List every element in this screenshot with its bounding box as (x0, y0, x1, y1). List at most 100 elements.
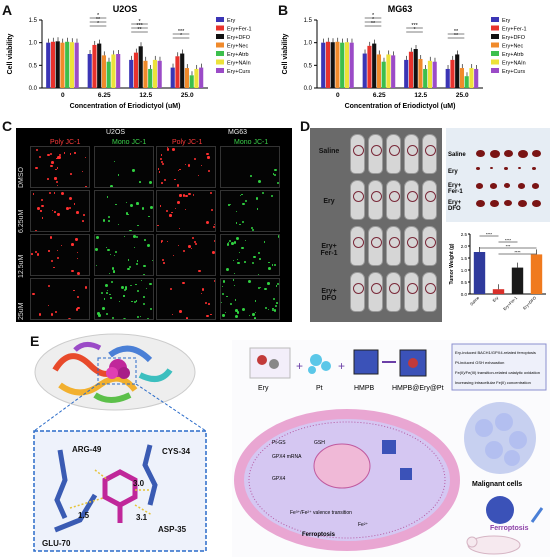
bar (321, 42, 326, 88)
fluorescence-spot (151, 259, 153, 261)
fluorescence-spot (123, 295, 125, 297)
fluorescence-spot (130, 300, 133, 303)
fluorescence-spot (255, 318, 257, 319)
fluorescence-spot (74, 152, 76, 154)
y-tick-label: 0.0 (461, 292, 468, 297)
tumor-outline (371, 237, 382, 248)
fluorescence-spot (112, 270, 116, 274)
fluorescence-spot (57, 213, 60, 216)
fluorescence-spot (34, 250, 38, 254)
excised-tumor (476, 150, 485, 158)
fluorescence-spot (147, 317, 150, 319)
fluorescence-spot (276, 282, 279, 286)
fluorescence-spot (54, 211, 56, 213)
excised-tumor (532, 200, 541, 208)
fluorescence-spot (105, 312, 108, 315)
fluorescence-spot (71, 269, 74, 273)
bar (372, 43, 377, 88)
excised-tumor (532, 167, 536, 171)
fluorescence-spot (230, 242, 234, 246)
fluorescence-spot (235, 299, 237, 301)
fluorescence-spot (125, 212, 129, 215)
micrograph-cell (94, 278, 154, 320)
fluorescence-spot (271, 264, 274, 266)
fluorescence-spot (73, 290, 75, 292)
fluorescence-spot (130, 284, 132, 286)
fluorescence-spot (129, 229, 132, 231)
mouse-photo (368, 226, 383, 266)
mouse-photo-panel: Saline Ery Ery+ Fer-1 Ery+ DFO (310, 128, 442, 322)
mechanism-schematic: Ery + Pt + HMPB HMPB@Ery@Pt Ery-induced … (232, 340, 550, 557)
fluorescence-spot (122, 318, 126, 319)
fluorescence-spot (127, 267, 130, 270)
mouse-photo (422, 180, 437, 220)
fluorescence-spot (69, 197, 73, 201)
micrograph-cell (30, 146, 90, 188)
fluorescence-spot (235, 210, 237, 212)
legend-label: Ery+NAIn (502, 61, 526, 67)
fluorescence-spot (55, 169, 57, 171)
bar (408, 51, 414, 88)
fluorescence-spot (200, 292, 202, 295)
label-fe2: Fe²⁺ (358, 522, 369, 528)
fluorescence-spot (158, 168, 160, 170)
fluorescence-spot (56, 250, 59, 252)
fluorescence-spot (253, 317, 257, 319)
label-ferroptosis-mouse: Ferroptosis (490, 525, 529, 532)
fluorescence-spot (103, 298, 106, 300)
significance-label: * (180, 33, 183, 39)
fluorescence-spot (177, 245, 180, 247)
fluorescence-spot (132, 235, 136, 239)
tumor-row-ery: Ery (448, 169, 458, 175)
fluorescence-spot (273, 263, 277, 267)
mouse-photo (368, 180, 383, 220)
significance-label: **** (514, 250, 521, 255)
excised-tumor (504, 150, 513, 158)
bar (55, 41, 60, 88)
fluorescence-spot (242, 202, 245, 206)
fluorescence-spot (258, 252, 261, 255)
label-ferroptosis-cell: Ferroptosis (302, 532, 336, 538)
legend-label: Ery+Curs (502, 69, 525, 75)
row-label-12-5: 12.5uM (18, 254, 25, 278)
fluorescence-spot (185, 317, 188, 319)
fluorescence-spot (105, 283, 109, 287)
fluorescence-spot (40, 199, 44, 202)
bar (413, 49, 418, 88)
significance-label: * (372, 13, 375, 19)
mechanism-2: Pt-induced GSH exhaustion (455, 360, 504, 365)
significance-label: *** (506, 244, 511, 249)
fluorescence-spot (200, 165, 202, 167)
fluorescence-spot (256, 208, 259, 210)
fluorescence-spot (174, 178, 176, 181)
bar (175, 56, 180, 88)
fluorescence-spot (273, 174, 276, 177)
tumor-outline (353, 145, 364, 156)
fluorescence-spot (108, 216, 111, 219)
fluorescence-spot (102, 219, 105, 222)
fluorescence-spot (232, 279, 235, 281)
fluorescence-spot (47, 178, 50, 181)
tumor-outline (371, 283, 382, 294)
tumor-row-dfo: Ery+ DFO (448, 200, 462, 212)
tumor-row-fer1: Ery+ Fer-1 (448, 183, 463, 195)
significance-label: ** (454, 29, 459, 35)
channel-label-mono-u2os: Mono JC-1 (112, 139, 147, 146)
x-tick-label: 0 (61, 92, 65, 99)
fluorescence-spot (222, 314, 225, 317)
fluorescence-spot (178, 168, 181, 171)
fluorescence-spot (107, 248, 110, 252)
bar (65, 41, 70, 88)
fluorescence-spot (49, 191, 52, 194)
fluorescence-spot (221, 302, 223, 304)
nucleus (313, 443, 371, 489)
mouse-photo (404, 134, 419, 174)
bar (344, 42, 350, 88)
fluorescence-spot (162, 186, 165, 187)
mechanism-3: Fe(II)/Fe(III) transition-related cataly… (455, 370, 540, 375)
fluorescence-spot (212, 225, 215, 229)
fluorescence-spot (241, 220, 245, 223)
fluorescence-spot (264, 287, 267, 291)
significance-label: * (97, 21, 100, 27)
significance-label: * (413, 27, 416, 33)
